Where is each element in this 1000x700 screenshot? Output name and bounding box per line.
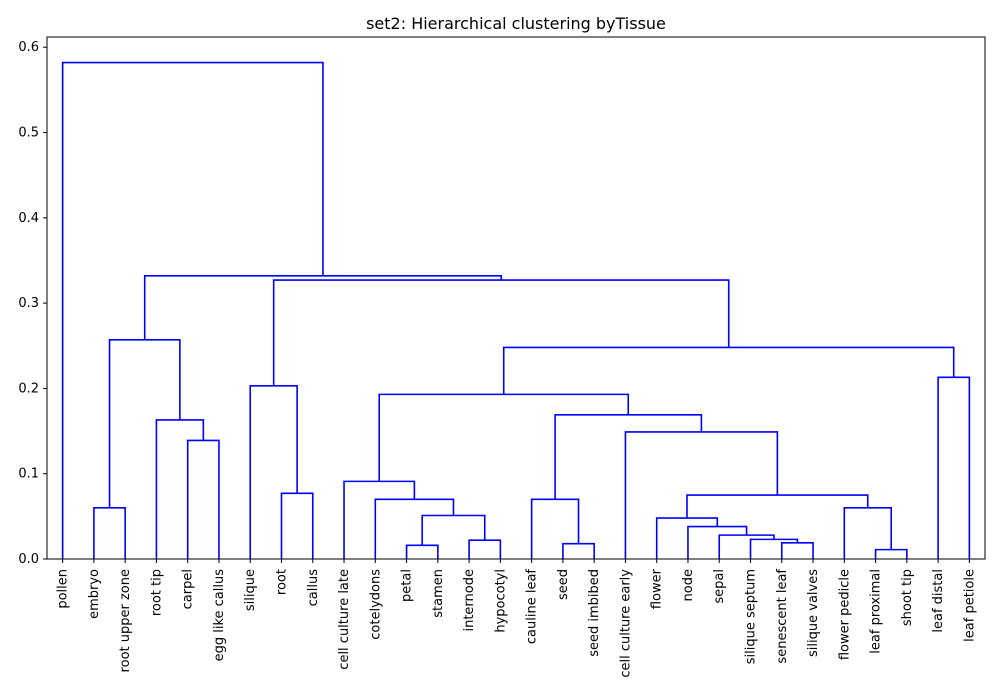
leaf-label: seed [556, 569, 571, 600]
leaf-label: senescent leaf [775, 569, 790, 664]
dendrogram-link [405, 544, 439, 559]
leaf-label: node [681, 569, 696, 601]
plot-frame [46, 36, 986, 560]
leaf-label: shoot tip [900, 569, 915, 626]
dendrogram-link [61, 61, 324, 559]
dendrogram-link [343, 480, 416, 559]
leaf-label: pollen [56, 569, 71, 609]
leaf-label: cell culture late [337, 569, 352, 670]
dendrogram-link [530, 498, 580, 559]
y-tick-label: 0.3 [18, 296, 39, 311]
leaf-label: stamen [431, 569, 446, 618]
dendrogram-link [468, 539, 502, 559]
dendrogram-link [655, 517, 719, 559]
dendrogram-link [374, 498, 455, 559]
dendrogram-link [843, 507, 892, 559]
leaf-label: leaf petiole [962, 569, 977, 642]
leaf-label: silique septum [744, 569, 759, 664]
leaf-label: cell culture early [618, 569, 633, 678]
leaf-label: flower [650, 568, 665, 609]
dendrogram-link [562, 542, 595, 559]
dendrogram-link [249, 385, 298, 559]
dendrogram-link [780, 541, 814, 559]
dendrogram-links [61, 61, 971, 559]
leaf-label: hypocotyl [493, 569, 508, 633]
dendrogram-link [686, 494, 869, 519]
y-tick-label: 0.0 [18, 552, 39, 567]
leaf-label: callus [306, 569, 321, 607]
dendrogram-link [93, 507, 126, 559]
dendrogram-link [378, 393, 630, 482]
y-tick-label: 0.2 [18, 381, 39, 396]
y-axis: 0.0 0.1 0.2 0.3 0.4 0.5 0.6 [18, 40, 47, 567]
chart-title: set2: Hierarchical clustering byTissue [366, 14, 666, 33]
dendrogram-link [502, 346, 955, 395]
leaf-label: egg like callus [212, 569, 227, 662]
leaf-label: sepal [712, 569, 727, 604]
dendrogram-link [687, 525, 748, 559]
dendrogram-link [874, 548, 908, 559]
leaf-label: embryo [87, 569, 102, 619]
leaf-label: root [275, 569, 290, 595]
dendrogram-link [108, 338, 181, 508]
leaf-label: root tip [149, 569, 164, 616]
dendrogram-link [624, 431, 779, 559]
leaf-label: seed imbibed [587, 569, 602, 657]
dendrogram-link [718, 534, 775, 559]
dendrogram-link [186, 439, 220, 559]
leaf-label: leaf distal [931, 569, 946, 633]
leaf-label: internode [462, 569, 477, 632]
x-axis: pollen embryo root upper zone root tip carpe… [56, 559, 977, 678]
y-tick-label: 0.5 [18, 126, 39, 141]
leaf-label: cauline leaf [525, 569, 540, 645]
dendrogram-link [155, 419, 205, 559]
leaf-label: cotelydons [368, 569, 383, 640]
dendrogram-link [272, 279, 730, 386]
dendrogram-link [280, 492, 314, 559]
y-tick-label: 0.6 [18, 40, 39, 55]
y-tick-label: 0.4 [18, 211, 39, 226]
leaf-label: carpel [181, 569, 196, 609]
y-tick-label: 0.1 [18, 467, 39, 482]
leaf-label: root upper zone [118, 569, 133, 672]
leaf-label: silique valves [806, 569, 821, 657]
leaf-label: silique [243, 569, 258, 611]
dendrogram-link [143, 275, 503, 340]
leaf-label: leaf proximal [869, 569, 884, 654]
leaf-label: petal [400, 569, 415, 602]
dendrogram-link [554, 414, 703, 500]
leaf-label: flower pedicle [837, 569, 852, 660]
dendrogram-link [937, 376, 971, 559]
